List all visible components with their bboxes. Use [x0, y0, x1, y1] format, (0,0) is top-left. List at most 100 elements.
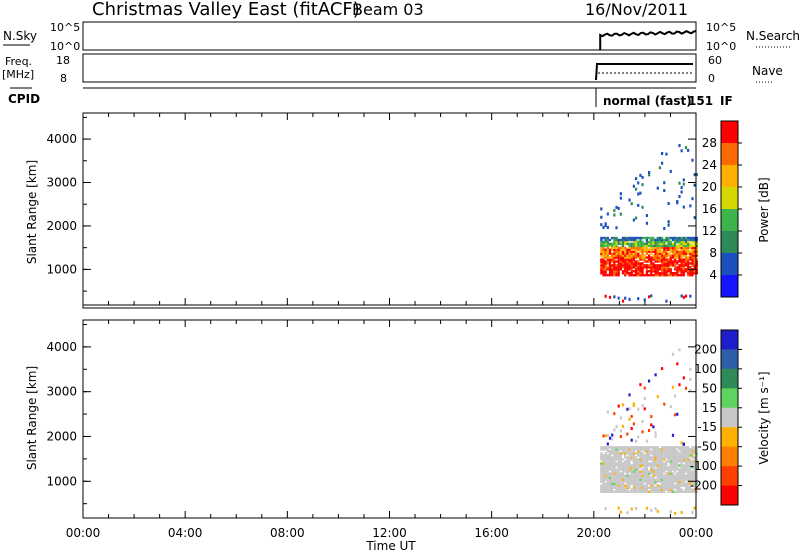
power-cell	[615, 271, 618, 275]
power-cell	[682, 182, 685, 186]
velocity-cell	[608, 466, 612, 469]
power-cell	[693, 271, 696, 275]
power-cell	[693, 270, 696, 273]
velocity-cell	[604, 460, 607, 463]
velocity-cell	[619, 486, 622, 489]
velocity-cell	[626, 488, 629, 491]
velocity-cell	[687, 476, 690, 479]
power-cell	[628, 268, 631, 271]
velocity-cell	[669, 486, 672, 489]
power-cell	[678, 238, 681, 242]
power-cell	[639, 238, 642, 242]
power-cell	[619, 252, 622, 255]
velocity-cell	[606, 476, 609, 479]
velocity-cell	[671, 446, 675, 449]
power-colorbar-segment	[721, 209, 738, 232]
power-cell	[613, 208, 616, 212]
velocity-cell	[617, 460, 620, 463]
velocity-cell	[632, 452, 635, 455]
velocity-cell	[628, 490, 631, 493]
velocity-cell	[650, 476, 653, 479]
velocity-cell	[602, 462, 605, 465]
power-cell	[632, 250, 635, 253]
power-cell	[637, 260, 640, 263]
power-cell	[663, 242, 666, 246]
power-cell	[600, 268, 603, 271]
velocity-colorbar-label: 100	[694, 362, 717, 376]
power-cell	[676, 200, 679, 204]
power-cell	[693, 216, 696, 220]
velocity-cell	[628, 417, 631, 421]
velocity-cell	[645, 464, 649, 467]
velocity-cell	[650, 456, 653, 459]
power-cell	[634, 250, 638, 253]
velocity-cell	[684, 386, 688, 390]
velocity-cell	[671, 462, 675, 465]
power-cell	[661, 260, 664, 263]
power-cell	[667, 244, 670, 248]
velocity-cell	[630, 456, 633, 459]
power-cell	[650, 260, 653, 263]
velocity-cell	[632, 486, 635, 489]
velocity-cell	[650, 482, 653, 485]
velocity-cell	[639, 482, 642, 485]
power-cell	[602, 268, 605, 271]
power-cell	[665, 246, 668, 250]
velocity-cell	[639, 470, 642, 473]
power-cell	[643, 244, 646, 248]
power-cell	[645, 273, 649, 277]
power-cell	[691, 158, 694, 162]
velocity-cell	[687, 464, 690, 467]
nave-right-tick-bottom: 0	[708, 72, 715, 85]
velocity-cell	[689, 488, 692, 491]
power-cell	[608, 248, 612, 251]
velocity-cell	[687, 462, 690, 465]
power-cell	[656, 242, 659, 246]
power-cell	[661, 238, 664, 242]
velocity-cell	[634, 468, 638, 471]
velocity-cell	[602, 468, 605, 471]
velocity-cell	[650, 468, 653, 471]
power-cell	[695, 262, 698, 265]
power-cell	[608, 262, 612, 265]
velocity-cell	[634, 458, 638, 461]
power-cell	[617, 296, 620, 300]
velocity-cell	[695, 482, 698, 485]
power-cell	[691, 197, 694, 201]
velocity-cell	[676, 462, 679, 465]
power-cell	[695, 244, 698, 248]
velocity-cell	[641, 484, 644, 487]
power-cell	[624, 270, 627, 273]
power-cell	[674, 238, 677, 242]
velocity-cell	[682, 446, 685, 449]
velocity-cell	[671, 352, 675, 356]
velocity-cell	[678, 468, 681, 471]
velocity-cell	[669, 460, 672, 463]
power-cell	[600, 244, 603, 248]
power-cell	[665, 254, 668, 257]
velocity-cell	[617, 478, 620, 481]
velocity-cell	[665, 446, 668, 449]
velocity-cell	[687, 484, 690, 487]
power-cell	[674, 250, 677, 253]
velocity-cell	[693, 506, 696, 510]
power-cell	[665, 270, 668, 273]
power-cell	[628, 254, 631, 257]
power-cell	[684, 236, 688, 240]
power-cell	[606, 258, 609, 261]
power-cell	[667, 252, 670, 255]
velocity-cell	[676, 460, 679, 463]
power-cell	[621, 266, 625, 269]
power-cell	[676, 244, 679, 248]
power-cell	[652, 242, 655, 246]
power-cell	[613, 270, 616, 273]
velocity-cell	[630, 474, 633, 477]
power-cell	[600, 236, 603, 240]
velocity-cell	[658, 454, 662, 457]
velocity-cell	[669, 464, 672, 467]
velocity-cell	[674, 456, 677, 459]
velocity-cell	[617, 484, 620, 487]
velocity-cell	[606, 482, 609, 485]
power-cell	[669, 270, 672, 273]
